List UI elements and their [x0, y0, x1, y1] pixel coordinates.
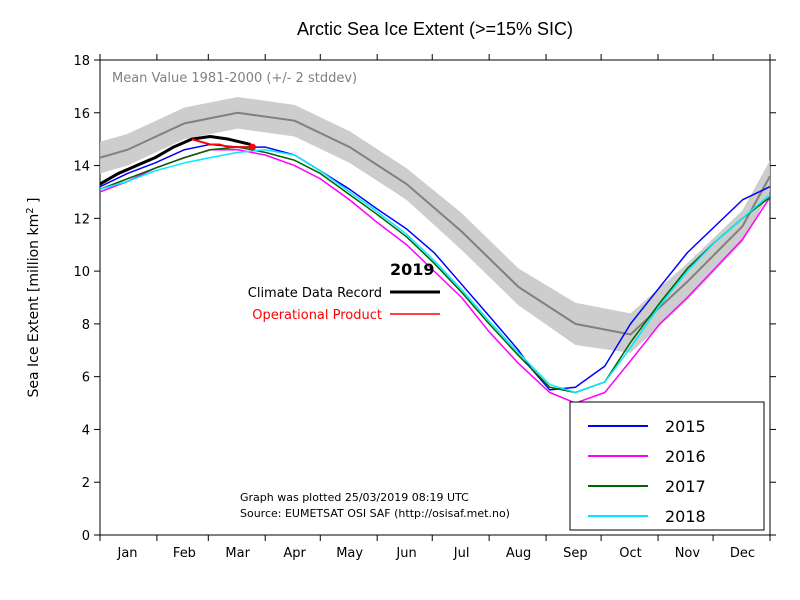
- xtick-label: Mar: [225, 546, 250, 561]
- legend-year-label: 2018: [665, 507, 706, 526]
- legend-year-label: 2016: [665, 447, 706, 466]
- xtick-label: Nov: [675, 546, 701, 561]
- ytick-label: 14: [73, 160, 90, 175]
- ytick-label: 12: [73, 212, 90, 227]
- operational-end-marker: [249, 144, 256, 151]
- legend-label: Climate Data Record: [248, 286, 382, 301]
- sea-ice-chart: Arctic Sea Ice Extent (>=15% SIC) Mean Va…: [0, 0, 800, 600]
- y-axis-label: Sea Ice Extent [million km2 ]: [25, 197, 43, 397]
- xtick-label: Jun: [395, 546, 416, 561]
- xtick-label: Feb: [173, 546, 196, 561]
- chart-container: Arctic Sea Ice Extent (>=15% SIC) Mean Va…: [0, 0, 800, 600]
- xtick-label: Dec: [730, 546, 755, 561]
- ytick-label: 18: [73, 54, 90, 69]
- xtick-label: Jan: [117, 546, 138, 561]
- ytick-label: 6: [82, 371, 90, 386]
- legend-2019-title: 2019: [390, 260, 435, 279]
- legend-year-label: 2017: [665, 477, 706, 496]
- legend-year-label: 2015: [665, 417, 706, 436]
- xtick-label: Aug: [506, 546, 531, 561]
- ytick-label: 2: [82, 476, 90, 491]
- ytick-label: 0: [82, 529, 90, 544]
- footer-line: Source: EUMETSAT OSI SAF (http://osisaf.…: [240, 507, 510, 520]
- ytick-label: 4: [82, 423, 90, 438]
- xtick-label: Apr: [283, 546, 306, 561]
- ytick-label: 8: [82, 318, 90, 333]
- chart-subtitle: Mean Value 1981-2000 (+/- 2 stddev): [112, 71, 357, 86]
- xtick-label: Jul: [453, 546, 470, 561]
- legend-label: Operational Product: [252, 308, 382, 323]
- ytick-label: 10: [73, 265, 90, 280]
- footer-line: Graph was plotted 25/03/2019 08:19 UTC: [240, 491, 469, 504]
- ytick-label: 16: [73, 107, 90, 122]
- xtick-label: Sep: [563, 546, 588, 561]
- xtick-label: Oct: [619, 546, 641, 561]
- xtick-label: May: [336, 546, 363, 561]
- chart-title: Arctic Sea Ice Extent (>=15% SIC): [297, 19, 573, 39]
